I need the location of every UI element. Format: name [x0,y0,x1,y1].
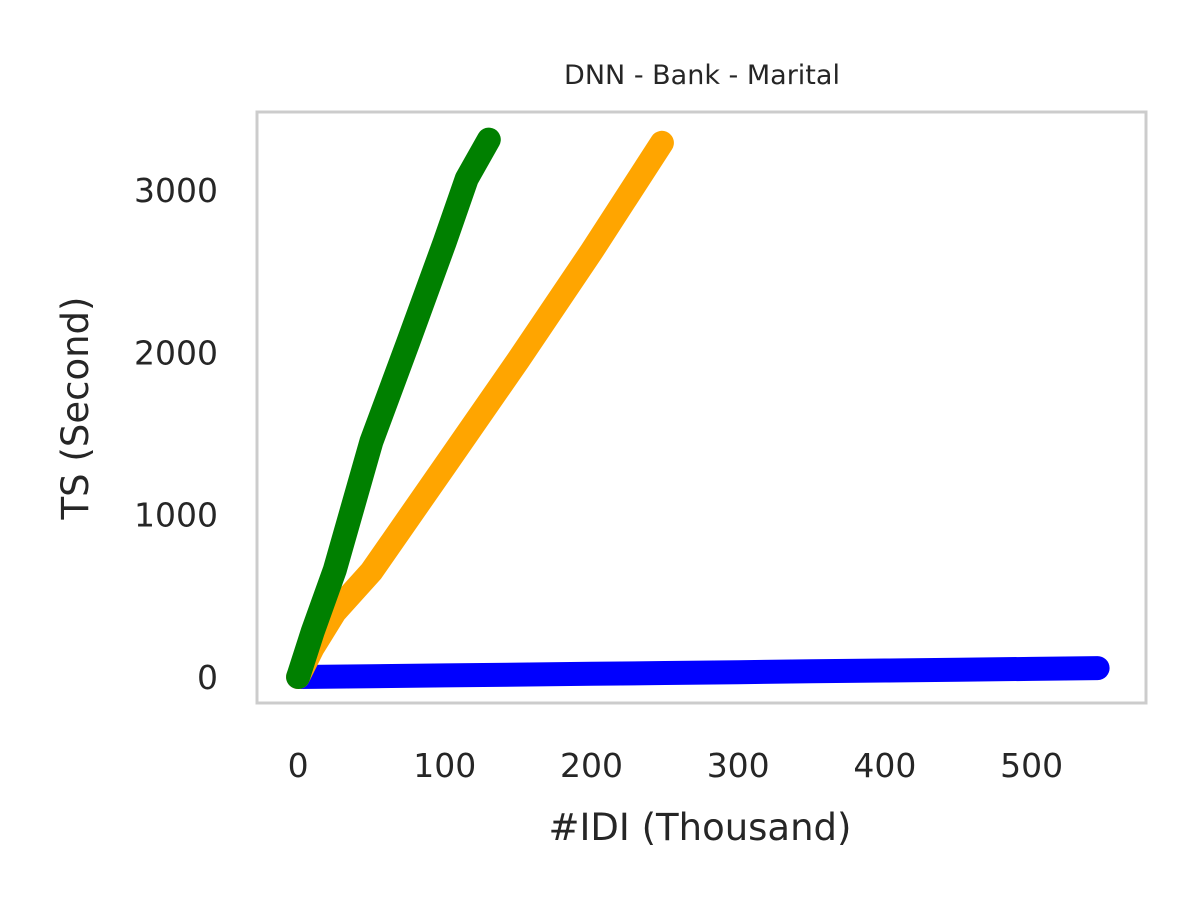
series-line-3 [286,127,501,689]
x-axis-ticks: 0 100 200 300 400 500 [288,746,1063,785]
series-layer [286,127,1110,689]
plot-frame [255,110,1148,705]
x-tick-label: 500 [1000,746,1063,785]
x-tick-label: 300 [707,746,770,785]
x-tick-label: 200 [560,746,623,785]
x-tick-label: 0 [288,746,309,785]
series-line-1 [286,656,1110,689]
x-tick-label: 400 [853,746,916,785]
x-axis-label: #IDI (Thousand) [549,806,852,849]
y-tick-label: 1000 [134,496,218,535]
x-tick-label: 100 [413,746,476,785]
y-axis-ticks: 0 1000 2000 3000 [134,171,218,697]
y-axis-label: TS (Second) [54,297,97,521]
chart-title: DNN - Bank - Marital [564,60,840,91]
y-tick-label: 2000 [134,333,218,372]
y-tick-label: 0 [197,658,218,697]
y-tick-label: 3000 [134,171,218,210]
